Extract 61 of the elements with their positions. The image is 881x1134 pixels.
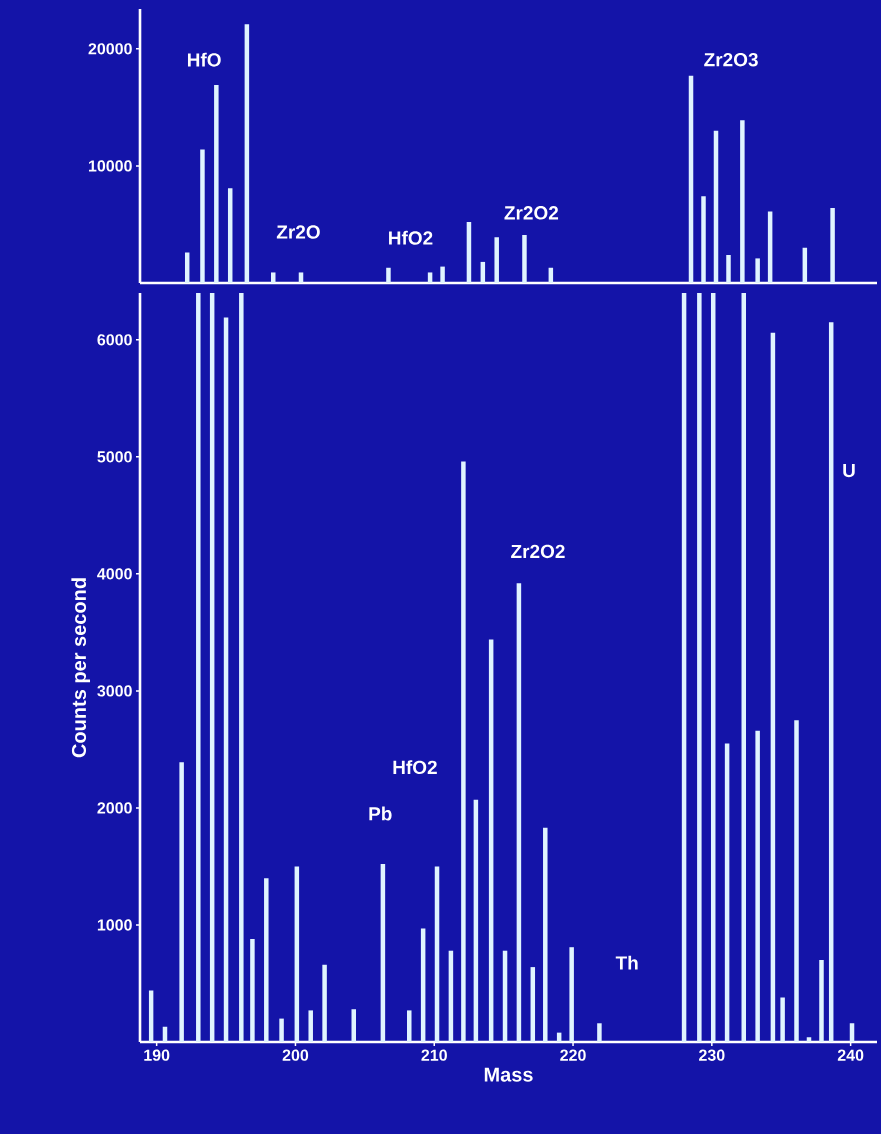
annotation: Pb — [369, 806, 392, 821]
x-tick-label: 210 — [421, 1049, 447, 1061]
bar — [407, 1010, 412, 1042]
bar — [597, 1023, 602, 1042]
x-tick-label: 200 — [282, 1049, 309, 1061]
bar — [271, 272, 276, 283]
annotation: HfO2 — [389, 230, 433, 245]
y-axis-title: Counts per second — [71, 578, 91, 758]
x-tick-label: 240 — [837, 1049, 864, 1061]
bar — [755, 258, 760, 283]
bar — [494, 237, 499, 283]
annotation: HfO — [187, 52, 221, 67]
y-tick-label: 20000 — [88, 43, 132, 55]
y-tick-label: 2000 — [97, 802, 132, 814]
bar — [819, 960, 824, 1042]
y-tick-label: 10000 — [88, 160, 132, 172]
bar — [196, 293, 201, 1042]
bar — [386, 267, 391, 283]
bar — [794, 720, 799, 1042]
y-tick-label: 5000 — [97, 451, 132, 463]
annotation: Zr2O — [276, 225, 320, 239]
y-tick-label: 4000 — [97, 568, 132, 580]
bar — [308, 1010, 313, 1042]
bar — [264, 878, 269, 1042]
bar — [351, 1009, 356, 1042]
bar — [279, 1018, 284, 1042]
annotation: Zr2O2 — [511, 544, 565, 559]
bar — [440, 266, 445, 283]
bar — [200, 149, 205, 283]
bar — [701, 196, 706, 283]
annotation: HfO2 — [393, 760, 437, 775]
annotation: Zr2O2 — [504, 206, 559, 220]
y-tick-label: 1000 — [97, 919, 132, 931]
x-tick-label: 220 — [560, 1049, 586, 1061]
bar — [755, 730, 760, 1042]
bar — [522, 234, 527, 283]
bar — [830, 208, 835, 283]
bar — [214, 85, 219, 283]
bar — [250, 939, 255, 1042]
bar — [849, 1023, 855, 1042]
bar — [697, 293, 702, 1042]
bar — [427, 272, 433, 283]
annotation: Th — [615, 955, 638, 970]
bar — [780, 997, 785, 1042]
bar — [322, 964, 327, 1042]
bar — [569, 947, 574, 1042]
bar — [726, 254, 731, 283]
x-axis-title: Mass — [484, 1067, 533, 1082]
y-tick-label: 6000 — [97, 334, 132, 346]
bar — [543, 827, 548, 1042]
bar — [179, 762, 184, 1042]
bar — [461, 461, 466, 1042]
bar — [239, 293, 244, 1042]
bar — [298, 272, 304, 283]
bar — [806, 1037, 812, 1042]
annotation: Zr2O3 — [704, 52, 758, 67]
bar — [740, 120, 745, 283]
x-tick-label: 190 — [144, 1049, 170, 1061]
x-tick-label: 230 — [699, 1049, 725, 1061]
y-tick-label: 3000 — [97, 685, 132, 697]
annotation: U — [843, 463, 855, 478]
